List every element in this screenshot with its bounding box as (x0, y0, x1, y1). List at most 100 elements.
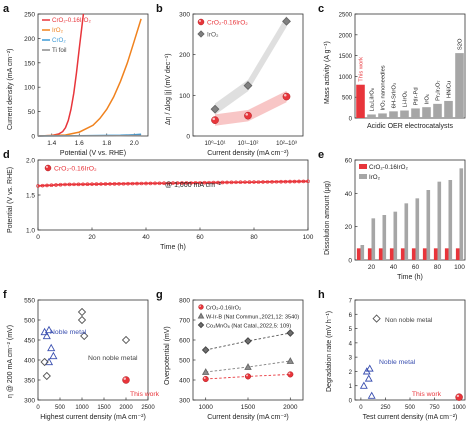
panel-label-a: a (3, 3, 10, 15)
line-series-3 (37, 134, 142, 137)
x-tick-label: 20 (88, 234, 96, 241)
y-tick-label: 500 (24, 318, 35, 325)
data-point (216, 180, 220, 185)
data-point-composite (211, 116, 219, 124)
y-tick-label: 5 (349, 327, 353, 333)
bar-7 (433, 103, 442, 118)
bar-9 (455, 53, 464, 118)
x-tick-label: 20 (368, 264, 376, 271)
data-point (117, 182, 121, 186)
legend-label: CrO₂-0.16IrO₂ (54, 166, 97, 173)
legend-label: W-Ir-B (Nat Commun.,2021,12: 3540) (206, 315, 299, 321)
x-tick-label: 1.6 (75, 140, 84, 147)
y-axis-label: Dissolution amount (μg) (324, 181, 331, 255)
legend-label: Co₃MnO₈ (Nat Catal.,2022,5: 109) (206, 324, 291, 330)
y-axis-label: Overpotential (mV) (164, 326, 171, 385)
data-point-noble (49, 351, 58, 360)
band-composite (215, 90, 287, 126)
y-tick-label: 1000 (339, 75, 353, 81)
data-point (180, 181, 184, 185)
y-tick-label: 100 (24, 85, 35, 92)
panel-label-d: d (3, 149, 10, 161)
bar-iro2 (459, 168, 464, 260)
bar-iro2 (404, 203, 409, 260)
data-point-co3mno8 (286, 329, 295, 337)
bar-1 (367, 114, 376, 118)
data-point (189, 181, 193, 185)
y-tick-label: 40 (345, 191, 353, 198)
panel-c-frame (354, 13, 466, 119)
panel-label-f: f (3, 289, 7, 301)
x-tick-label: 0 (359, 405, 363, 411)
data-point-this-work-shine (456, 394, 460, 398)
y-tick-label: 0 (349, 117, 353, 123)
annotation-this-work: This work (130, 391, 160, 398)
panel-label-b: b (156, 3, 163, 15)
data-point (162, 181, 166, 186)
x-tick-label: 80 (434, 264, 442, 271)
data-point (229, 180, 234, 185)
legend-label: CrO₂-0.16IrO₂ (369, 164, 408, 171)
x-axis-label: Current density (mA cm⁻²) (207, 414, 289, 421)
annotation-this-work: This work (412, 391, 442, 398)
y-tick-label: 150 (24, 60, 35, 67)
bar-6 (422, 107, 431, 118)
data-point (243, 180, 247, 184)
bar-label-9: S2O (458, 38, 464, 50)
data-point (103, 182, 108, 186)
data-point (76, 182, 81, 187)
y-tick-label: 400 (24, 358, 35, 365)
legend-marker-iro2 (197, 30, 205, 38)
data-point (67, 182, 72, 187)
data-point (166, 181, 171, 185)
data-point (301, 179, 306, 184)
bar-composite (444, 248, 449, 260)
data-point (175, 181, 180, 185)
bar-composite (367, 248, 372, 260)
data-point (198, 180, 202, 185)
bar-4 (400, 110, 409, 118)
data-point (85, 182, 90, 187)
data-point-composite (282, 92, 291, 101)
panel-label-e: e (318, 149, 324, 161)
x-tick-label: 500 (405, 405, 416, 411)
y-tick-label: 450 (24, 338, 35, 345)
bar-iro2 (415, 198, 420, 260)
y-tick-label: 200 (24, 36, 35, 43)
data-point (306, 179, 310, 184)
data-point-composite (202, 375, 209, 383)
x-tick-label: 1500 (241, 404, 256, 411)
panel-b-frame (192, 13, 304, 137)
data-point (121, 181, 126, 186)
legend-label: CrO₂-0.16IrO₂ (206, 306, 241, 312)
data-point (90, 182, 94, 186)
bar-composite (411, 248, 416, 260)
bar-composite (433, 248, 438, 260)
y-tick-label: 300 (179, 12, 190, 19)
y-tick-label: 200 (179, 52, 190, 59)
bar-label-7: Pr₂Ir₂O₇ (436, 81, 442, 101)
legend-label: CrO₂-0.16IrO₂ (52, 17, 91, 24)
bar-label-1: La₂LiIrO₆ (370, 87, 376, 111)
data-point (292, 179, 297, 184)
line-series-0 (37, 180, 309, 187)
data-point-co3mno8 (201, 346, 210, 354)
data-point (112, 182, 117, 186)
panel-label-g: g (156, 289, 163, 301)
bar-2 (378, 113, 387, 118)
x-tick-label: 500 (55, 405, 66, 411)
data-point-iro2 (243, 81, 253, 91)
x-tick-label: 60 (196, 234, 204, 241)
legend-label: CrO₂-0.16IrO₂ (207, 20, 248, 27)
y-tick-label: 60 (345, 158, 353, 165)
data-point-non-noble (121, 335, 131, 345)
y-tick-label: 0 (31, 134, 35, 141)
x-tick-label: 1000 (75, 405, 89, 411)
legend-marker-shine (45, 165, 48, 168)
y-tick-label: 7 (349, 299, 353, 305)
bar-label-5: PtIr-Pd (414, 87, 420, 105)
data-point (63, 182, 67, 187)
data-point-composite-shine (212, 117, 216, 121)
x-tick-label: 0 (36, 234, 40, 241)
